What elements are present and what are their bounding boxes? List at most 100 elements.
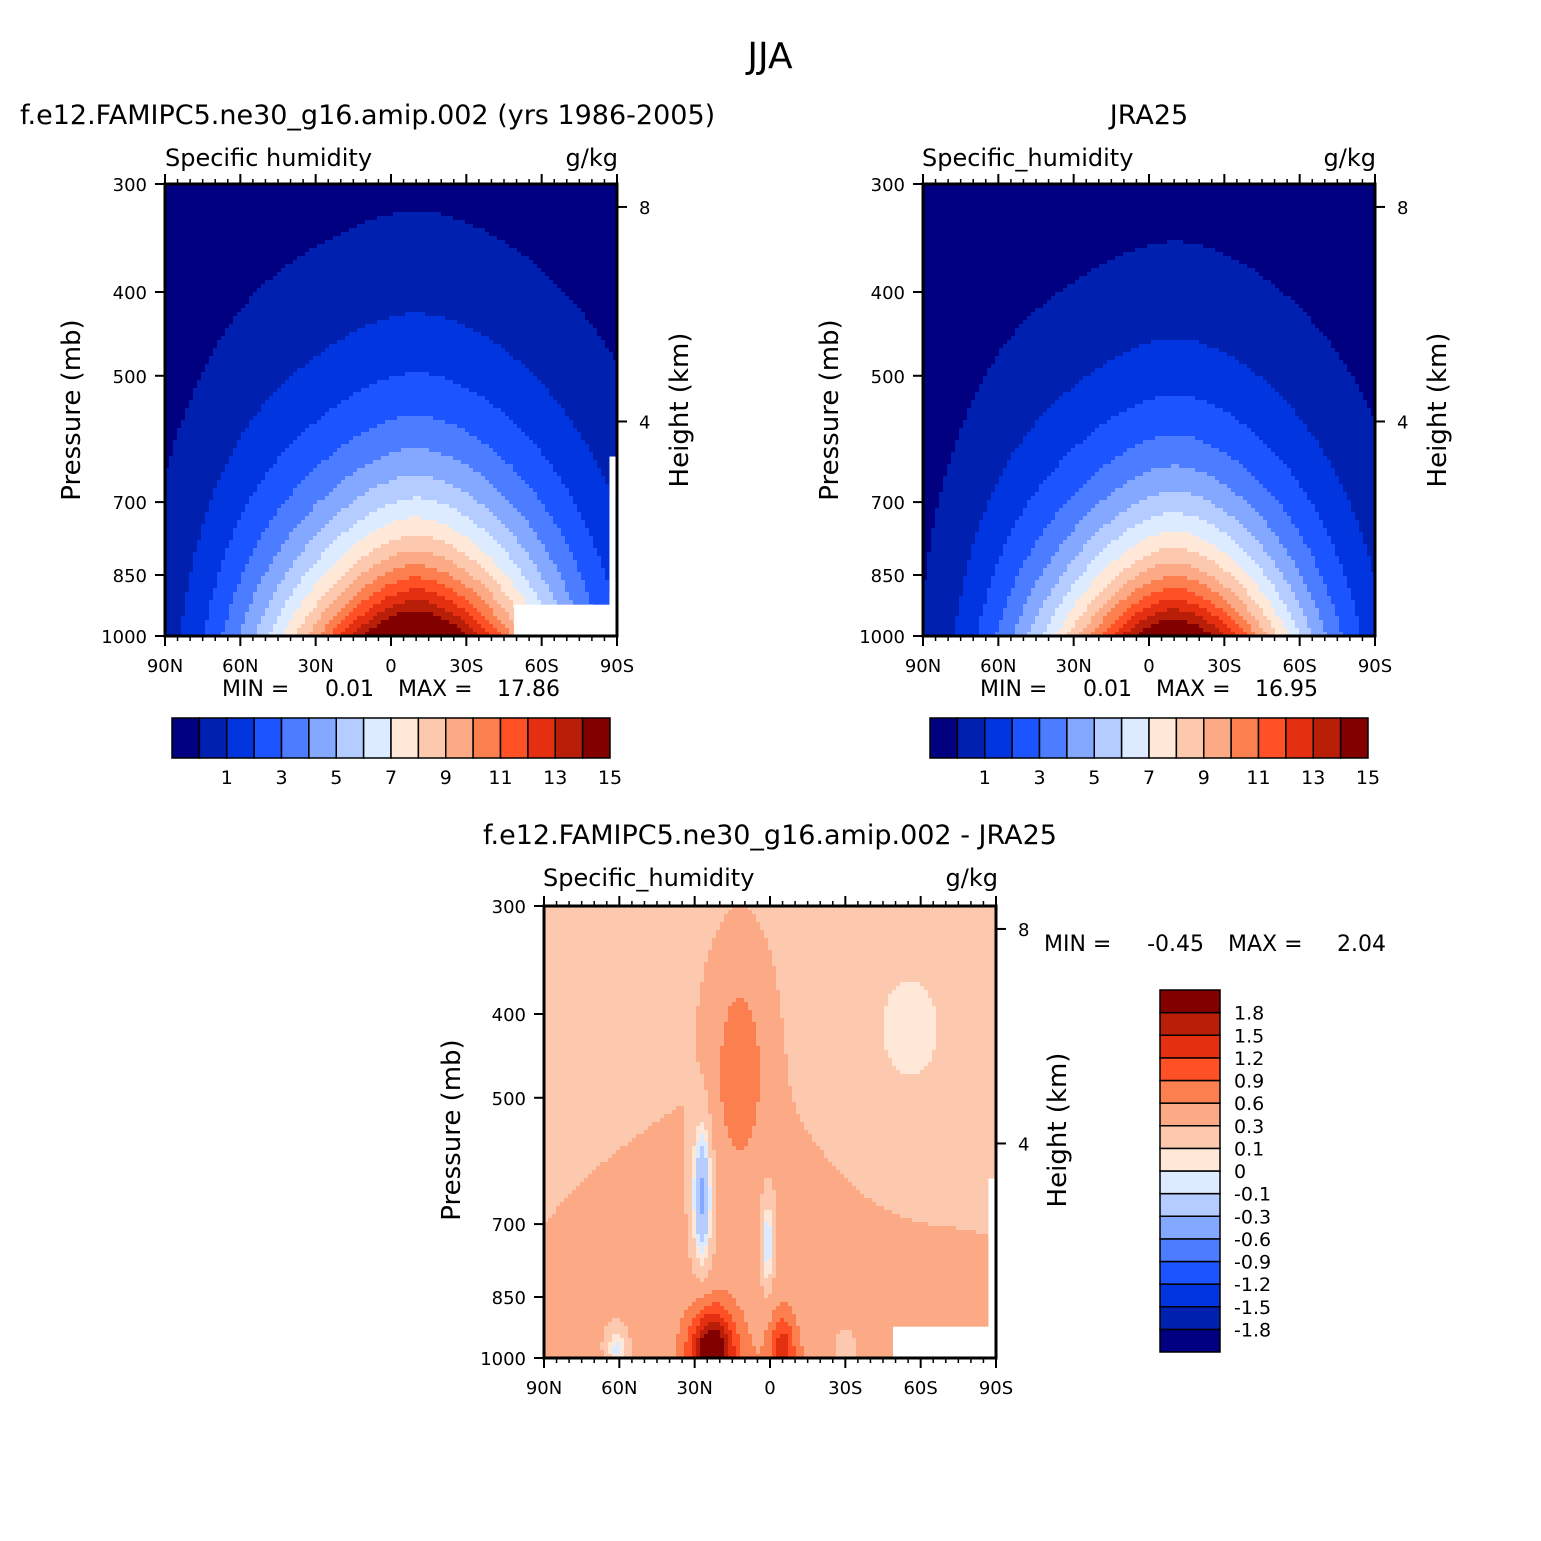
contour-cell bbox=[565, 412, 618, 417]
contour-cell bbox=[724, 918, 757, 923]
contour-cell bbox=[776, 1230, 977, 1235]
contour-cell bbox=[529, 552, 550, 557]
contour-cell bbox=[361, 588, 382, 593]
contour-cell bbox=[927, 576, 964, 581]
contour-cell bbox=[569, 416, 618, 421]
colorbar-swatch bbox=[1011, 717, 1041, 759]
contour-cell bbox=[923, 416, 968, 421]
contour-cell bbox=[692, 1174, 697, 1179]
contour-cell bbox=[1295, 300, 1376, 305]
contour-cell bbox=[1199, 536, 1232, 541]
contour-cell bbox=[959, 604, 984, 609]
contour-cell bbox=[381, 588, 410, 593]
contour-cell bbox=[205, 368, 298, 373]
contour-cell bbox=[1359, 624, 1376, 629]
contour-cell bbox=[373, 604, 394, 609]
contour-cell bbox=[1227, 484, 1264, 489]
contour-cell bbox=[696, 1018, 729, 1023]
contour-cell bbox=[305, 476, 346, 481]
contour-cell bbox=[1223, 620, 1236, 625]
contour-cell bbox=[788, 1062, 893, 1067]
contour-cell bbox=[489, 336, 602, 341]
contour-cell bbox=[700, 1346, 725, 1351]
contour-cell bbox=[185, 592, 214, 597]
contour-cell bbox=[776, 1262, 997, 1267]
contour-cell bbox=[1035, 616, 1052, 621]
contour-cell bbox=[389, 540, 446, 545]
contour-cell bbox=[712, 1146, 737, 1151]
contour-cell bbox=[1251, 596, 1268, 601]
contour-cell bbox=[569, 596, 590, 601]
colorbar-swatch bbox=[499, 717, 529, 759]
contour-cell bbox=[776, 1250, 997, 1255]
contour-cell bbox=[760, 1270, 765, 1275]
contour-cell bbox=[967, 572, 996, 577]
contour-cell bbox=[923, 576, 928, 581]
contour-cell bbox=[213, 352, 322, 357]
contour-cell bbox=[764, 1226, 773, 1231]
contour-cell bbox=[923, 524, 936, 529]
contour-cell bbox=[772, 1310, 793, 1315]
contour-cell bbox=[1207, 584, 1224, 589]
contour-cell bbox=[1155, 436, 1196, 441]
contour-cell bbox=[1259, 564, 1276, 569]
contour-cell bbox=[716, 1158, 829, 1163]
contour-cell bbox=[760, 1234, 765, 1239]
contour-cell bbox=[545, 456, 594, 461]
contour-cell bbox=[971, 548, 1004, 553]
contour-cell bbox=[481, 472, 518, 477]
contour-cell bbox=[1083, 548, 1104, 553]
contour-cell bbox=[553, 280, 618, 285]
colorbar-label: 15 bbox=[1356, 767, 1380, 789]
contour-cell bbox=[1271, 528, 1300, 533]
contour-cell bbox=[1115, 620, 1128, 625]
contour-cell bbox=[604, 1334, 613, 1339]
contour-cell bbox=[544, 1330, 605, 1335]
contour-cell bbox=[521, 568, 538, 573]
contour-cell bbox=[544, 978, 705, 983]
contour-cell bbox=[397, 500, 438, 505]
contour-cell bbox=[249, 604, 270, 609]
contour-cell bbox=[776, 1346, 789, 1351]
contour-cell bbox=[1067, 632, 1080, 637]
contour-cell bbox=[688, 1218, 693, 1223]
contour-cell bbox=[728, 1338, 733, 1343]
contour-cell bbox=[836, 1350, 857, 1355]
panel-difference: f.e12.FAMIPC5.ne30_g16.amip.002 - JRA25 … bbox=[437, 820, 1386, 1399]
contour-cell bbox=[537, 376, 618, 381]
contour-cell bbox=[995, 632, 1016, 637]
contour-cell bbox=[716, 1234, 761, 1239]
contour-cell bbox=[1123, 612, 1136, 617]
contour-cell bbox=[1051, 620, 1064, 625]
contour-cell bbox=[577, 508, 618, 513]
contour-cell bbox=[544, 1326, 605, 1331]
panel-reanalysis-min-value: 0.01 bbox=[1083, 677, 1132, 702]
contour-cell bbox=[505, 608, 518, 613]
contour-cell bbox=[549, 276, 618, 281]
contour-cell bbox=[636, 1134, 685, 1139]
contour-cell bbox=[273, 464, 318, 469]
contour-cell bbox=[788, 1058, 893, 1063]
contour-cell bbox=[165, 584, 190, 589]
contour-cell bbox=[445, 556, 470, 561]
contour-cell bbox=[995, 572, 1020, 577]
contour-cell bbox=[1059, 464, 1104, 469]
contour-cell bbox=[445, 376, 538, 381]
contour-cell bbox=[565, 484, 610, 489]
contour-cell bbox=[1047, 524, 1076, 529]
contour-cell bbox=[544, 1146, 621, 1151]
contour-cell bbox=[301, 580, 318, 585]
contour-cell bbox=[1011, 452, 1068, 457]
contour-cell bbox=[209, 508, 246, 513]
contour-cell bbox=[712, 1290, 729, 1295]
contour-cell bbox=[732, 1142, 749, 1147]
contour-cell bbox=[700, 1002, 733, 1007]
contour-cell bbox=[923, 620, 956, 625]
contour-cell bbox=[544, 1186, 577, 1191]
contour-cell bbox=[712, 1266, 761, 1271]
contour-cell bbox=[353, 620, 370, 625]
contour-cell bbox=[1075, 524, 1104, 529]
contour-cell bbox=[581, 512, 618, 517]
contour-cell bbox=[1211, 500, 1248, 505]
contour-cell bbox=[501, 408, 566, 413]
